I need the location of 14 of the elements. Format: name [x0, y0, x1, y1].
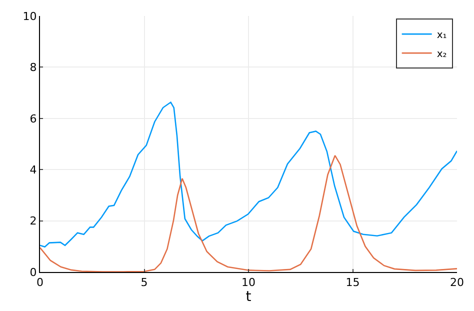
x-axis-title: t — [246, 289, 252, 306]
y-tick-label: 8 — [30, 61, 37, 74]
y-tick-label: 4 — [30, 163, 37, 176]
legend-label: x₂ — [436, 48, 447, 60]
legend-label: x₁ — [436, 30, 447, 41]
x-tick-label: 20 — [450, 276, 464, 290]
x-tick-label: 5 — [140, 276, 148, 290]
y-tick-label: 10 — [22, 10, 37, 23]
x-tick-label: 15 — [346, 276, 360, 290]
y-tick-label: 6 — [30, 112, 37, 126]
y-tick-label: 2 — [30, 214, 37, 228]
line-series — [40, 102, 457, 248]
x-tick-label: 10 — [242, 276, 256, 290]
y-tick-label: 0 — [30, 266, 37, 279]
